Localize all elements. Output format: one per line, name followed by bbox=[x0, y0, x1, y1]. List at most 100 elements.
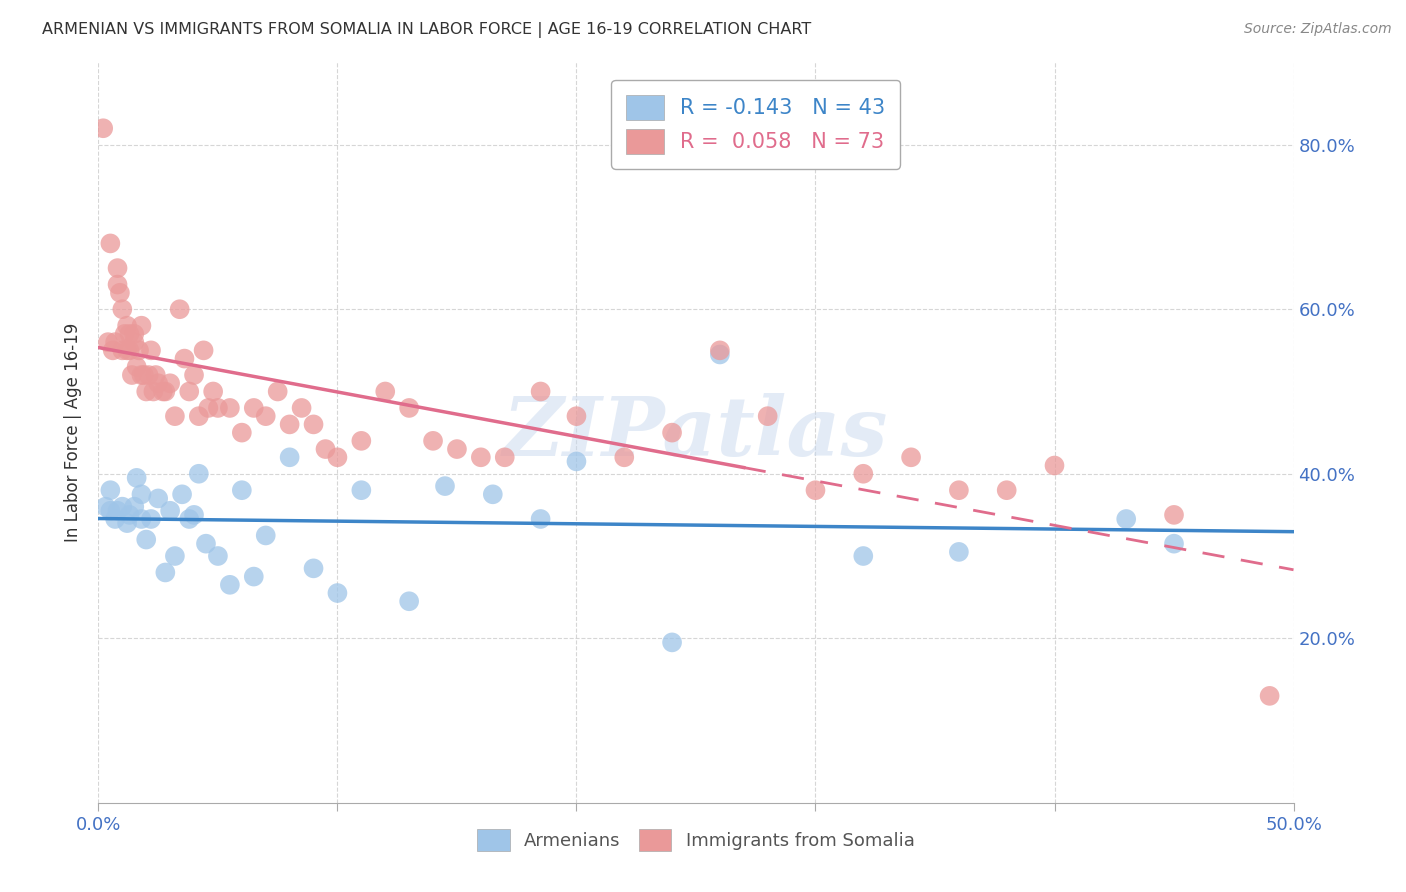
Point bbox=[1258, 689, 1281, 703]
Point bbox=[207, 549, 229, 563]
Point bbox=[243, 569, 266, 583]
Point bbox=[422, 434, 444, 448]
Point bbox=[254, 409, 277, 424]
Point bbox=[326, 586, 349, 600]
Point bbox=[97, 335, 120, 350]
Point bbox=[124, 335, 146, 350]
Point bbox=[107, 277, 129, 292]
Point bbox=[434, 479, 457, 493]
Point bbox=[159, 376, 181, 391]
Point bbox=[398, 401, 420, 415]
Point bbox=[1163, 536, 1185, 550]
Point bbox=[350, 483, 373, 498]
Point bbox=[948, 483, 970, 498]
Point bbox=[219, 578, 242, 592]
Point bbox=[756, 409, 779, 424]
Point bbox=[115, 343, 138, 358]
Point bbox=[98, 504, 122, 518]
Point bbox=[107, 261, 129, 276]
Point bbox=[183, 368, 205, 382]
Point bbox=[148, 491, 170, 506]
Point bbox=[350, 434, 373, 448]
Point bbox=[219, 401, 242, 415]
Point bbox=[243, 401, 266, 415]
Point bbox=[302, 561, 325, 575]
Point bbox=[709, 343, 731, 358]
Point bbox=[124, 500, 146, 514]
Point bbox=[1043, 458, 1066, 473]
Point bbox=[94, 500, 117, 514]
Point bbox=[145, 368, 167, 382]
Point bbox=[709, 347, 731, 361]
Point bbox=[118, 343, 141, 358]
Point bbox=[187, 467, 209, 481]
Point bbox=[125, 471, 148, 485]
Point bbox=[446, 442, 468, 456]
Point bbox=[278, 450, 301, 465]
Point bbox=[207, 401, 229, 415]
Point bbox=[291, 401, 314, 415]
Point bbox=[104, 512, 127, 526]
Text: Source: ZipAtlas.com: Source: ZipAtlas.com bbox=[1244, 22, 1392, 37]
Point bbox=[481, 487, 505, 501]
Point bbox=[254, 528, 277, 542]
Point bbox=[187, 409, 209, 424]
Point bbox=[197, 401, 219, 415]
Point bbox=[172, 487, 194, 501]
Point bbox=[111, 500, 134, 514]
Point bbox=[107, 504, 129, 518]
Point bbox=[852, 549, 875, 563]
Point bbox=[142, 384, 165, 399]
Point bbox=[132, 368, 155, 382]
Point bbox=[173, 351, 195, 366]
Point bbox=[193, 343, 215, 358]
Point bbox=[470, 450, 492, 465]
Point bbox=[183, 508, 205, 522]
Point bbox=[530, 384, 553, 399]
Point bbox=[115, 318, 138, 333]
Point bbox=[115, 516, 138, 530]
Point bbox=[101, 343, 124, 358]
Point bbox=[494, 450, 516, 465]
Point bbox=[121, 368, 143, 382]
Point bbox=[302, 417, 325, 432]
Point bbox=[159, 504, 181, 518]
Point bbox=[661, 425, 683, 440]
Point bbox=[278, 417, 301, 432]
Point bbox=[530, 512, 553, 526]
Text: ZIPatlas: ZIPatlas bbox=[503, 392, 889, 473]
Point bbox=[231, 483, 253, 498]
Point bbox=[135, 384, 157, 399]
Point bbox=[139, 343, 162, 358]
Point bbox=[804, 483, 827, 498]
Point bbox=[155, 384, 177, 399]
Point bbox=[398, 594, 420, 608]
Point bbox=[948, 545, 970, 559]
Legend: Armenians, Immigrants from Somalia: Armenians, Immigrants from Somalia bbox=[468, 821, 924, 861]
Point bbox=[135, 533, 157, 547]
Point bbox=[231, 425, 253, 440]
Point bbox=[118, 508, 141, 522]
Point bbox=[91, 121, 114, 136]
Point bbox=[128, 343, 150, 358]
Point bbox=[202, 384, 225, 399]
Point bbox=[852, 467, 875, 481]
Point bbox=[138, 368, 160, 382]
Point bbox=[565, 454, 588, 468]
Point bbox=[565, 409, 588, 424]
Point bbox=[374, 384, 396, 399]
Point bbox=[104, 335, 127, 350]
Point bbox=[131, 318, 153, 333]
Point bbox=[315, 442, 337, 456]
Point bbox=[108, 285, 131, 300]
Point bbox=[163, 409, 186, 424]
Point bbox=[111, 343, 134, 358]
Point bbox=[179, 384, 201, 399]
Point bbox=[124, 326, 146, 341]
Point bbox=[148, 376, 170, 391]
Point bbox=[111, 302, 134, 317]
Y-axis label: In Labor Force | Age 16-19: In Labor Force | Age 16-19 bbox=[65, 323, 83, 542]
Point bbox=[131, 487, 153, 501]
Point bbox=[155, 566, 177, 580]
Point bbox=[163, 549, 186, 563]
